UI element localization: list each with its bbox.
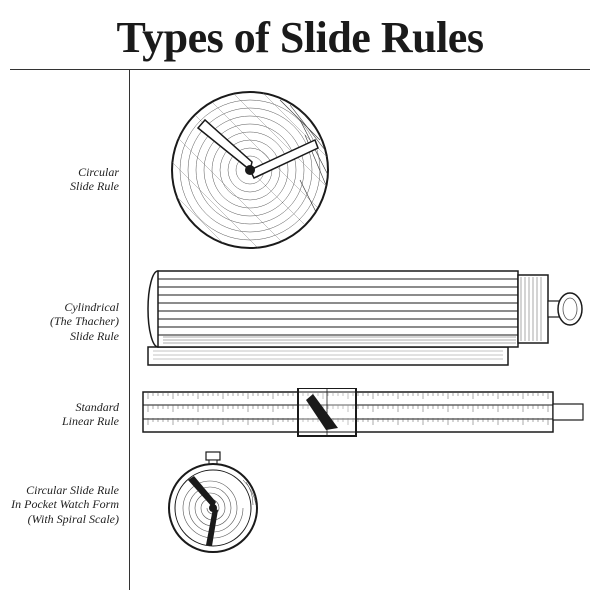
illustrations-column	[130, 70, 600, 590]
cylindrical-slide-rule-illustration	[138, 265, 583, 375]
label-pocket: Circular Slide RuleIn Pocket Watch Form(…	[4, 483, 119, 526]
label-cylindrical: Cylindrical(The Thacher)Slide Rule	[4, 300, 119, 343]
linear-slide-rule-illustration	[138, 388, 588, 438]
pocket-watch-slide-rule-illustration	[158, 450, 268, 560]
page-title: Types of Slide Rules	[0, 0, 600, 69]
label-linear: StandardLinear Rule	[4, 400, 119, 429]
label-circular: CircularSlide Rule	[4, 165, 119, 194]
content-grid: CircularSlide Rule Cylindrical(The Thach…	[0, 70, 600, 590]
labels-column: CircularSlide Rule Cylindrical(The Thach…	[0, 70, 130, 590]
circular-slide-rule-illustration	[150, 80, 350, 260]
